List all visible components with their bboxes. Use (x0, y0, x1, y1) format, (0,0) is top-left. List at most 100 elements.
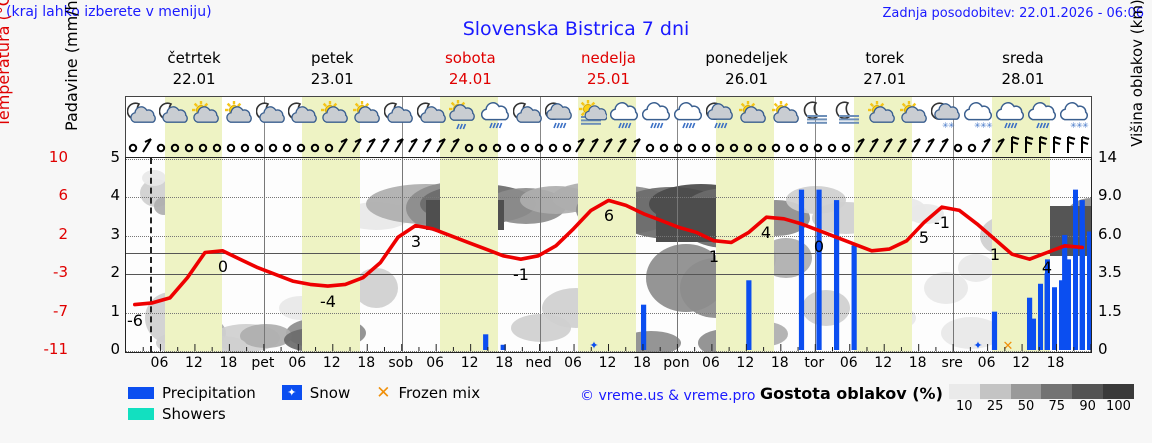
cloud-scale-label: 25 (986, 399, 1004, 414)
temperature-curve (133, 198, 1084, 307)
precipitation-bar (1073, 189, 1078, 350)
x-tick-label: 12 (1012, 355, 1030, 371)
sun-cloud-icon (351, 98, 383, 136)
svg-text:✳: ✳ (980, 121, 987, 130)
wind-barb-light (406, 134, 420, 156)
x-tick-label: 18 (219, 355, 238, 371)
axis-tick: 3.5 (1098, 263, 1122, 281)
legend-row-1: Precipitation ✦ Snow ✕ Frozen mix (128, 382, 506, 403)
day-name: četrtek (167, 49, 221, 67)
wind-barb-light (979, 134, 993, 156)
wind-barb-calm (783, 134, 797, 156)
cloud-rain-icon (480, 98, 512, 136)
precipitation-bar (1062, 234, 1068, 350)
svg-text:✳: ✳ (974, 121, 981, 130)
precipitation-axis-title: Padavine (mm/h) (62, 0, 81, 131)
cloud-snow-icon: ✳ ✳ ✳ (962, 98, 994, 136)
day-divider (953, 97, 955, 157)
wind-barb-calm (476, 134, 490, 156)
x-axis-tick-labels: 06 12 18 pet 06 12 18 sob 06 12 18 ned 06 12 18 pon 06 12… (125, 355, 1092, 373)
x-tick-label: 06 (288, 355, 307, 371)
wind-barb-calm (755, 134, 769, 156)
wind-barb-calm (210, 134, 224, 156)
weather-icon-panel: ✳ ✳ ✳ ✳ ✳ ✳ ✳ ✳ (125, 96, 1092, 157)
x-tick-label: 06 (839, 355, 858, 371)
x-tick-label: 06 (150, 355, 169, 371)
wind-barb-calm (797, 134, 811, 156)
gridline (126, 273, 1091, 276)
daylight-band (164, 158, 223, 352)
cloud-snow-icon: ✳ ✳ ✳ (1059, 98, 1091, 136)
wind-barb-light (140, 134, 154, 156)
x-tick-label: 06 (701, 355, 720, 371)
axis-tick: 0 (110, 340, 120, 358)
wind-barb-light (937, 134, 951, 156)
precipitation-bar (991, 311, 998, 350)
x-tick-label: 18 (770, 355, 789, 371)
wind-barb-calm (168, 134, 182, 156)
wind-barb-light (895, 134, 909, 156)
cloud-blob (908, 204, 944, 224)
svg-text:✳: ✳ (942, 121, 949, 130)
wind-barb-light (881, 134, 895, 156)
daylight-band (853, 158, 912, 352)
x-tick-label: 18 (495, 355, 514, 371)
cloud-rain-icon (609, 98, 641, 136)
site-credit[interactable]: © vreme.us & vreme.pro (580, 388, 756, 404)
x-tick-label: ned (525, 355, 552, 371)
wind-barb-light (574, 134, 588, 156)
temperature-value-label: 6 (603, 206, 615, 225)
precipitation-bar (746, 280, 752, 350)
wind-barb-calm (839, 134, 853, 156)
x-tick-label: 12 (874, 355, 893, 371)
sun-cloud-icon (898, 98, 930, 136)
precipitation-bar (798, 189, 805, 350)
cloud-scale-step (1041, 384, 1073, 399)
precipitation-bar (1045, 259, 1050, 350)
day-name: sreda (1002, 49, 1044, 67)
cloud-scale-step (1103, 384, 1134, 399)
cloud-scale-label: 50 (1017, 399, 1035, 414)
wind-barb-calm (560, 134, 574, 156)
cloud-scale-step (1072, 384, 1104, 399)
daylight-band (578, 158, 637, 352)
day-header-4: nedelja 25.01 (539, 48, 677, 93)
day-divider (677, 97, 679, 157)
x-tick-label: 06 (977, 355, 996, 371)
wind-barb-calm (322, 134, 336, 156)
axis-tick: 4 (110, 186, 120, 204)
day-divider (539, 97, 541, 157)
wind-barb-calm (224, 134, 238, 156)
wind-barb-light (615, 134, 629, 156)
wind-barb-light (392, 134, 406, 156)
axis-tick: -11 (43, 340, 69, 358)
precipitation-tick-labels: 5 4 3 2 1 0 (84, 148, 120, 358)
temperature-line (133, 198, 1084, 307)
day-header-2: petek 23.01 (263, 48, 401, 93)
daylight-band (302, 158, 361, 352)
cloud-density-scale-labels: 10 25 50 75 90 100 (949, 399, 1134, 415)
wind-barb-calm (811, 134, 825, 156)
showers-swatch (128, 407, 154, 420)
sun-rain-icon (448, 98, 480, 136)
temperature-value-label: 0 (217, 257, 229, 276)
day-divider (264, 158, 265, 352)
sun-cloud-icon (866, 98, 898, 136)
page-title: Slovenska Bistrica 7 dni (462, 18, 690, 40)
axis-tick: 6 (58, 186, 68, 204)
moon-rain-icon (544, 98, 576, 136)
wind-barb-strong (1007, 134, 1021, 156)
daylight-band (716, 158, 774, 352)
precipitation-bar (483, 334, 489, 350)
x-axis-ticks (142, 344, 1091, 351)
axis-tick: 10 (48, 148, 68, 166)
precipitation-bar (833, 200, 840, 350)
axis-tick: 1 (110, 302, 120, 320)
sun-fog-icon (576, 98, 608, 136)
forecast-plot: ✕ ✦ ✦ -6 0 -4 3 -1 6 1 4 0 5 -1 1 4 (125, 157, 1092, 353)
day-divider (401, 97, 403, 157)
precipitation-bar (500, 344, 506, 350)
cloud-density-gradient (948, 384, 1134, 399)
gridline (126, 312, 1091, 315)
wind-barb-calm (727, 134, 741, 156)
